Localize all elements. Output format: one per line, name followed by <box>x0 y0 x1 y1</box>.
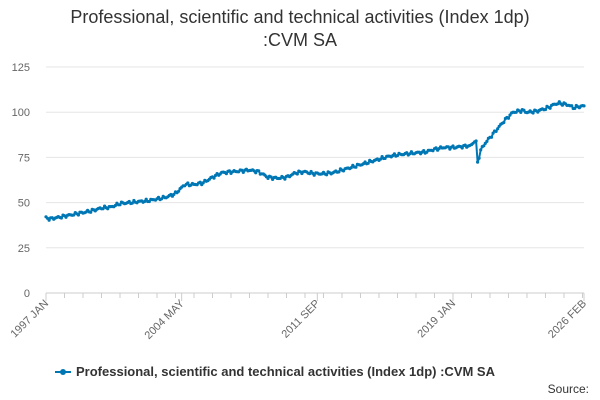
data-point[interactable] <box>570 104 574 108</box>
data-point[interactable] <box>283 177 287 181</box>
data-point[interactable] <box>227 169 231 173</box>
chart-title: Professional, scientific and technical a… <box>0 6 600 52</box>
source-label: Source: <box>547 382 589 396</box>
data-point[interactable] <box>557 100 561 104</box>
data-point[interactable] <box>479 148 483 152</box>
data-point[interactable] <box>172 192 176 196</box>
data-point[interactable] <box>59 216 64 220</box>
data-point[interactable] <box>186 181 190 185</box>
y-tick-label: 25 <box>18 243 30 255</box>
data-point[interactable] <box>257 169 261 173</box>
data-point[interactable] <box>485 139 489 143</box>
data-point[interactable] <box>496 127 500 131</box>
data-point[interactable] <box>76 213 80 217</box>
data-point[interactable] <box>434 146 438 150</box>
data-point[interactable] <box>573 106 577 110</box>
data-point[interactable] <box>543 107 548 112</box>
data-point[interactable] <box>212 176 216 180</box>
x-tick-label: 2019 JAN <box>415 298 458 341</box>
legend[interactable]: Professional, scientific and technical a… <box>55 364 495 379</box>
data-point[interactable] <box>477 156 481 160</box>
y-tick-label: 75 <box>18 152 30 164</box>
data-point[interactable] <box>72 213 76 217</box>
data-point[interactable] <box>506 116 511 120</box>
y-tick-label: 0 <box>24 288 30 300</box>
data-point[interactable] <box>312 173 316 177</box>
data-point[interactable] <box>502 120 506 125</box>
data-point[interactable] <box>531 111 535 115</box>
y-tick-label: 50 <box>18 198 30 210</box>
data-point[interactable] <box>489 135 494 139</box>
data-point[interactable] <box>519 110 523 114</box>
data-point[interactable] <box>269 175 273 179</box>
y-axis: 0 25 50 75 100 125 <box>12 62 30 300</box>
gridlines <box>46 66 584 294</box>
data-point[interactable] <box>582 104 586 108</box>
x-tick-label: 2004 MAY <box>143 297 188 342</box>
data-point[interactable] <box>156 195 161 199</box>
data-point[interactable] <box>337 170 341 174</box>
data-point[interactable] <box>341 169 346 173</box>
data-point[interactable] <box>89 210 93 214</box>
data-point[interactable] <box>405 151 409 155</box>
data-point[interactable] <box>474 139 478 143</box>
data-point[interactable] <box>101 207 105 211</box>
data-point[interactable] <box>476 160 480 164</box>
data-point[interactable] <box>177 189 181 193</box>
y-tick-label: 100 <box>12 107 30 119</box>
data-point[interactable] <box>130 201 134 205</box>
data-point[interactable] <box>514 110 518 114</box>
data-point[interactable] <box>349 166 353 170</box>
series-group <box>44 100 586 222</box>
chart-title-line-1: Professional, scientific and technical a… <box>70 7 530 27</box>
data-point[interactable] <box>198 180 202 184</box>
data-point[interactable] <box>422 149 426 153</box>
data-point[interactable] <box>460 146 464 150</box>
data-point[interactable] <box>160 197 164 201</box>
data-point[interactable] <box>201 181 205 185</box>
data-point[interactable] <box>366 161 370 165</box>
data-point[interactable] <box>446 145 450 149</box>
data-point[interactable] <box>47 218 51 222</box>
data-point[interactable] <box>241 170 245 174</box>
data-point[interactable] <box>295 172 299 176</box>
x-tick-label: 1997 JAN <box>8 298 51 341</box>
data-point[interactable] <box>325 173 329 177</box>
data-point[interactable] <box>560 103 565 107</box>
data-point[interactable] <box>118 203 122 207</box>
x-tick-label: 2026 FEB <box>546 298 589 341</box>
data-point[interactable] <box>378 157 383 161</box>
y-tick-label: 125 <box>12 62 30 74</box>
x-axis: 1997 JAN 2004 MAY 2011 SEP 2019 JAN 2026 FEB <box>8 292 589 342</box>
x-tick-label: 2011 SEP <box>279 298 322 341</box>
data-point[interactable] <box>494 129 498 133</box>
data-point[interactable] <box>548 106 552 110</box>
data-point[interactable] <box>392 152 396 156</box>
chart-title-line-2: :CVM SA <box>262 30 337 50</box>
data-point[interactable] <box>482 144 486 148</box>
legend-line-marker-icon <box>55 367 71 377</box>
data-point[interactable] <box>354 165 358 169</box>
data-point[interactable] <box>144 197 148 201</box>
data-point[interactable] <box>113 203 117 208</box>
legend-label: Professional, scientific and technical a… <box>76 364 495 379</box>
